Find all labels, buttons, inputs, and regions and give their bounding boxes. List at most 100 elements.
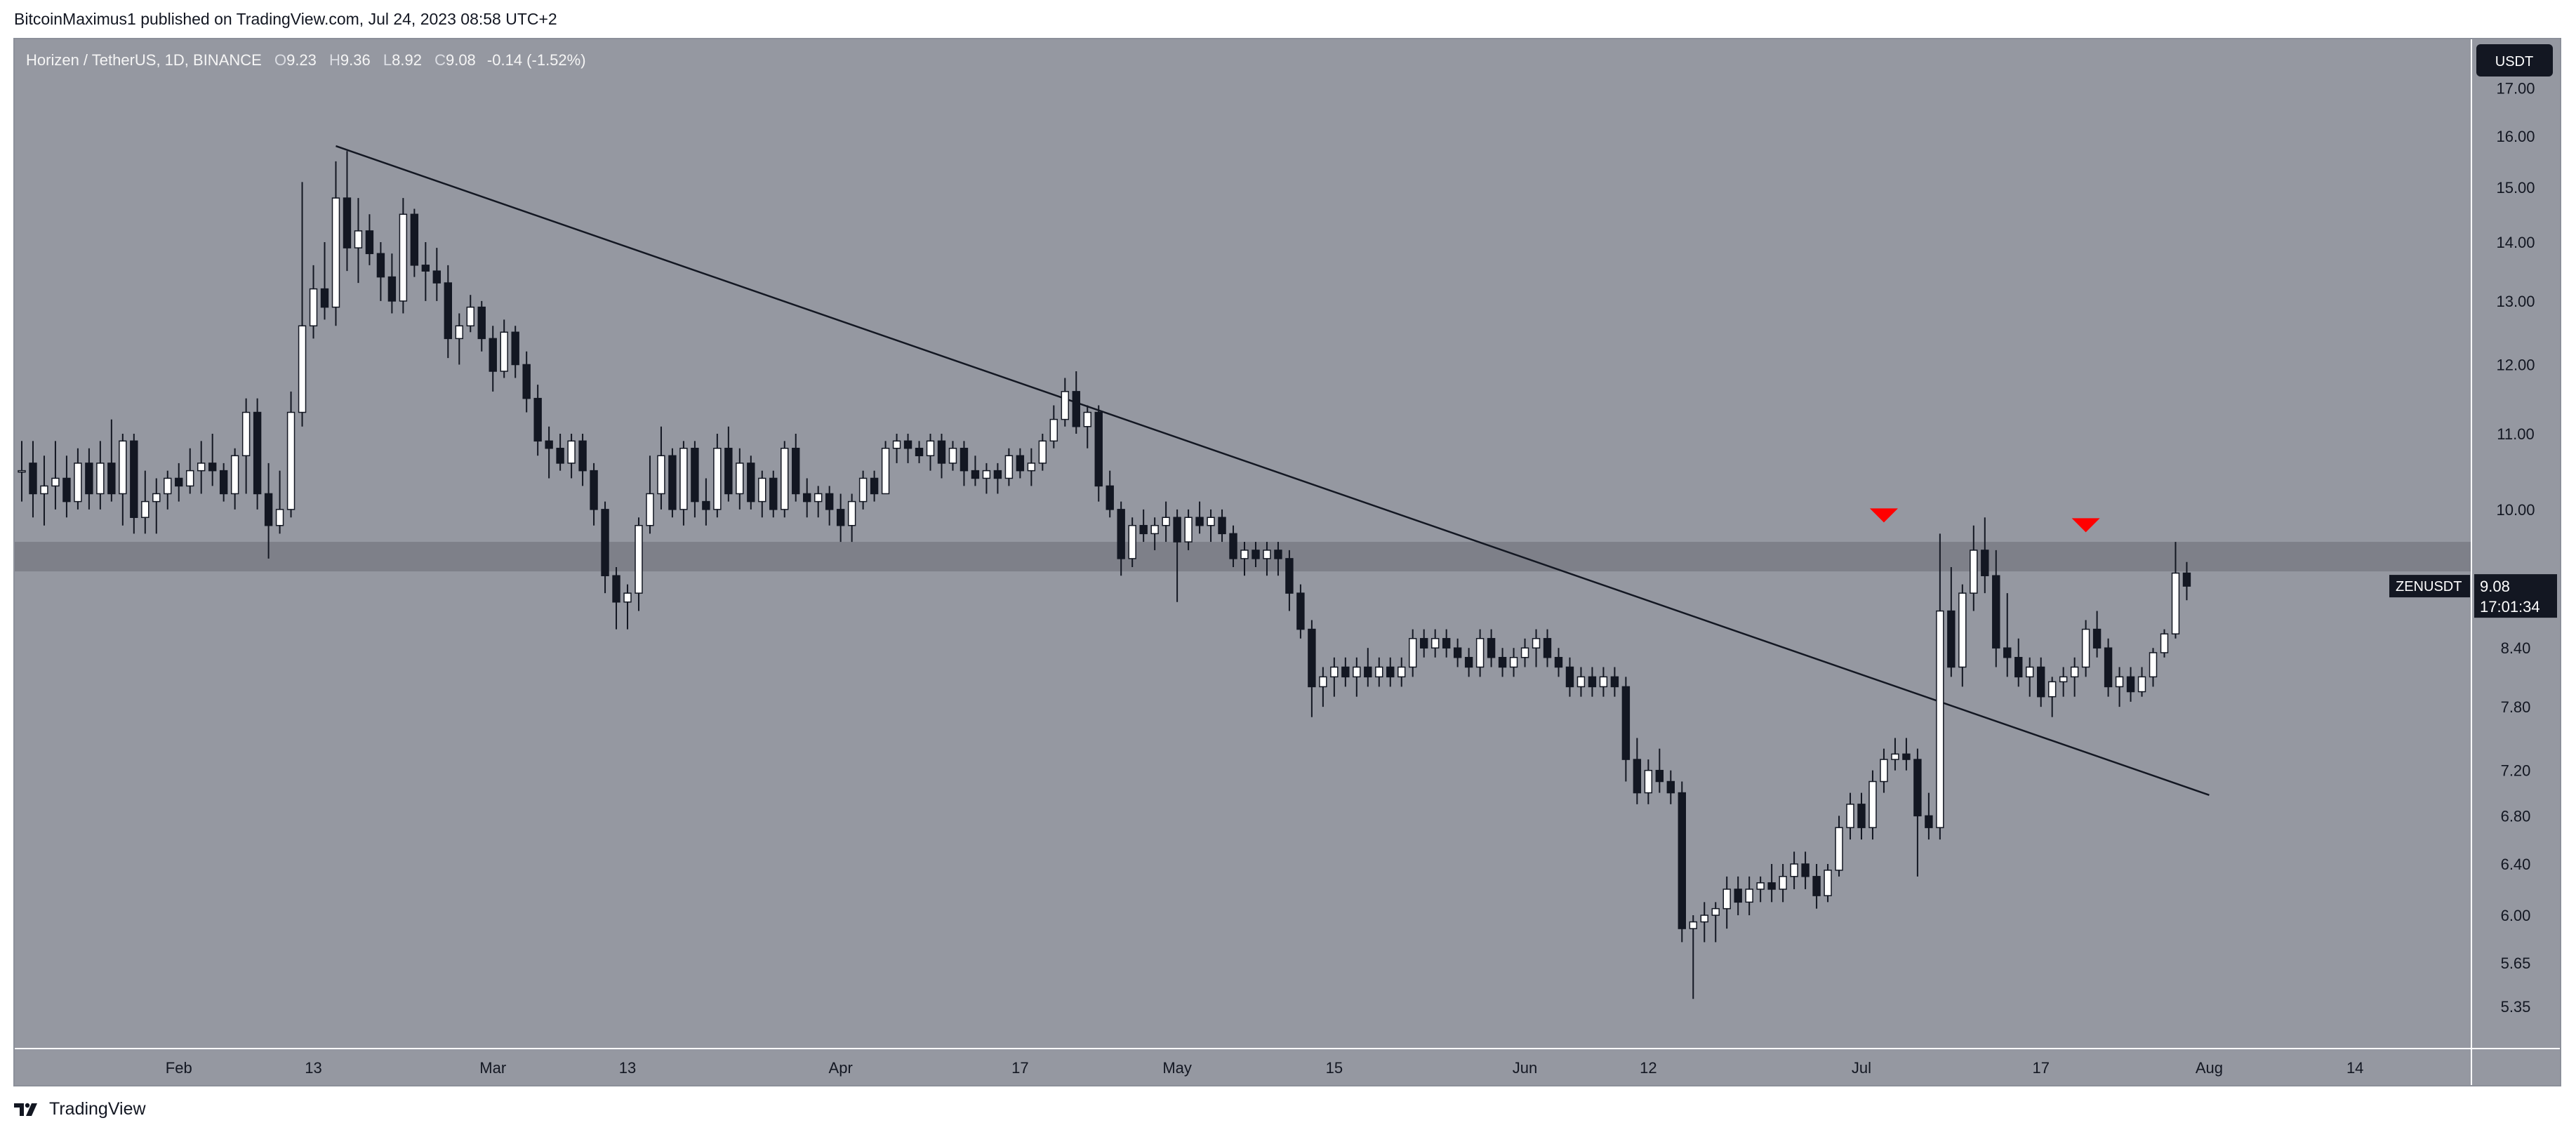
candle-body xyxy=(1801,863,1810,877)
candle xyxy=(354,198,363,284)
candle-body xyxy=(870,477,879,495)
candle xyxy=(1790,851,1798,889)
candle-body xyxy=(1902,753,1911,760)
candle-body xyxy=(2070,666,2079,678)
candle-body xyxy=(2137,676,2146,693)
candle xyxy=(1173,509,1181,602)
candle-body xyxy=(1386,666,1395,678)
x-tick-label: Mar xyxy=(479,1059,506,1077)
candle-body xyxy=(993,470,1002,479)
candle xyxy=(1824,864,1832,903)
y-tick-label: 13.00 xyxy=(2496,293,2535,310)
candle xyxy=(1072,371,1080,434)
candle-body xyxy=(241,411,251,457)
tradingview-logo-icon xyxy=(14,1103,37,1116)
candle-body xyxy=(1543,638,1552,658)
candle-body xyxy=(1128,524,1136,559)
chart-frame[interactable]: 17.00 16.00 15.00 14.00 13.00 12.00 11.00 10.00… xyxy=(13,38,2561,1086)
candle xyxy=(175,463,183,502)
candle-body xyxy=(51,477,60,487)
red-down-triangle-marker xyxy=(1869,508,1898,523)
candle-body xyxy=(612,575,620,603)
candle-body xyxy=(668,455,677,510)
candle xyxy=(2126,667,2135,702)
candle-body xyxy=(803,493,811,503)
candle-body xyxy=(2182,572,2191,587)
candle xyxy=(197,441,206,494)
candle-body xyxy=(331,197,340,308)
candle-body xyxy=(1061,391,1069,420)
candle xyxy=(1588,667,1597,697)
candle-body xyxy=(713,448,722,510)
candle xyxy=(960,441,969,486)
candle xyxy=(814,486,823,518)
candle xyxy=(2104,638,2113,697)
candle-body xyxy=(1509,657,1518,668)
candle-body xyxy=(926,440,935,457)
x-tick-label: May xyxy=(1162,1059,1192,1077)
x-tick-label: 12 xyxy=(1640,1059,1657,1077)
candle-body xyxy=(1083,411,1091,427)
candle xyxy=(926,433,935,471)
candle-body xyxy=(1610,676,1619,688)
chart-canvas[interactable]: 17.00 16.00 15.00 14.00 13.00 12.00 11.00 10.00… xyxy=(15,39,2560,1085)
candle xyxy=(2149,648,2158,687)
candle-body xyxy=(85,463,93,495)
candle xyxy=(2171,542,2180,639)
symbol-legend[interactable]: Horizen / TetherUS, 1D, BINANCE O9.23 H9… xyxy=(26,51,586,69)
candle-body xyxy=(343,197,352,248)
candle-body xyxy=(1475,638,1485,668)
y-tick-label: 5.65 xyxy=(2501,955,2531,972)
candle-body xyxy=(365,230,374,255)
candle xyxy=(1947,567,1956,677)
candle xyxy=(320,242,329,320)
candle-body xyxy=(1790,863,1798,877)
x-tick-label: 14 xyxy=(2346,1059,2363,1077)
currency-button[interactable]: USDT xyxy=(2476,44,2553,77)
footer: TradingView xyxy=(14,1099,146,1119)
candle xyxy=(208,433,217,486)
candle-body xyxy=(836,509,845,526)
candle xyxy=(466,295,474,333)
candle-body xyxy=(186,470,194,487)
candle-body xyxy=(1565,666,1574,688)
candle xyxy=(1835,816,1843,877)
candle xyxy=(1397,657,1406,687)
candle xyxy=(1846,792,1854,840)
candle xyxy=(1475,629,1485,677)
candle-body xyxy=(881,448,890,495)
candle-body xyxy=(1296,592,1305,630)
candle-body xyxy=(590,470,598,510)
candle-body xyxy=(1936,610,1944,828)
candle-body xyxy=(298,325,307,413)
descending-trendline xyxy=(336,145,2210,796)
candle xyxy=(803,478,811,518)
x-tick-label: Aug xyxy=(2196,1059,2223,1077)
candle xyxy=(1913,748,1922,877)
candle xyxy=(612,567,620,630)
candle-body xyxy=(601,509,609,576)
candle-body xyxy=(1252,550,1260,559)
candle xyxy=(1812,864,1821,909)
candle xyxy=(1285,550,1294,611)
candle xyxy=(219,463,228,502)
candle-body xyxy=(1162,517,1170,526)
candle xyxy=(298,182,307,427)
candle-body xyxy=(758,477,766,503)
candle xyxy=(1801,851,1810,889)
candle-body xyxy=(1430,638,1440,649)
candle xyxy=(635,517,643,611)
candle-body xyxy=(477,306,486,340)
candle-body xyxy=(858,477,868,503)
candle-body xyxy=(1588,676,1597,688)
candle xyxy=(1767,864,1776,903)
candle-body xyxy=(253,411,262,495)
candle xyxy=(1207,509,1215,543)
candle-body xyxy=(769,477,778,510)
candle-body xyxy=(1150,524,1159,535)
candle-body xyxy=(1263,550,1271,559)
candle xyxy=(601,501,609,594)
candle-body xyxy=(1532,638,1541,649)
candle xyxy=(1958,584,1967,687)
candle-body xyxy=(399,213,408,302)
